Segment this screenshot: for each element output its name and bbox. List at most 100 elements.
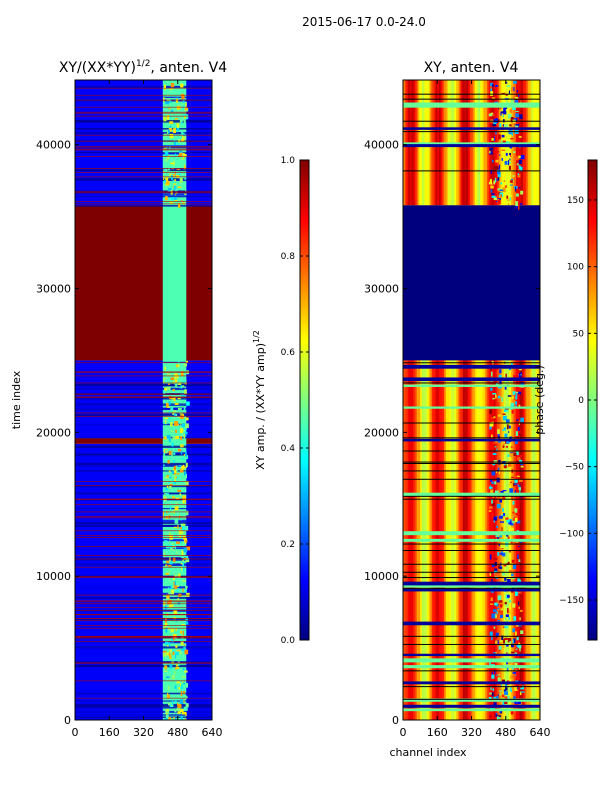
colorbar-tick-label: 1.0 bbox=[281, 156, 296, 166]
phase-speckle bbox=[509, 687, 512, 692]
heatmap-speckle bbox=[162, 652, 167, 657]
phase-speckle bbox=[505, 614, 509, 617]
heatmap-speckle bbox=[184, 649, 189, 655]
phase-speckle bbox=[496, 503, 501, 509]
heatmap-speckle bbox=[170, 589, 174, 595]
heatmap-speckle bbox=[168, 401, 171, 405]
heatmap-speckle bbox=[176, 122, 180, 125]
phase-speckle bbox=[518, 94, 520, 97]
phase-speckle bbox=[504, 433, 508, 439]
heatmap-speckle bbox=[172, 717, 175, 719]
phase-speckle bbox=[495, 84, 499, 87]
phase-speckle bbox=[518, 165, 521, 168]
phase-speckle bbox=[508, 165, 511, 170]
phase-speckle bbox=[497, 188, 502, 191]
y-tick-label: 10000 bbox=[364, 570, 399, 583]
heatmap-streak bbox=[75, 423, 212, 426]
phase-speckle bbox=[499, 189, 504, 192]
heatmap-speckle bbox=[184, 102, 188, 104]
heatmap-speckle bbox=[177, 363, 180, 368]
phase-speckle bbox=[490, 387, 493, 391]
phase-speckle bbox=[488, 113, 493, 117]
phase-speckle bbox=[499, 690, 503, 692]
heatmap-streak bbox=[75, 169, 212, 172]
phase-speckle bbox=[512, 672, 517, 674]
phase-speckle bbox=[509, 411, 512, 416]
phase-speckle bbox=[492, 415, 495, 419]
phase-speckle bbox=[514, 663, 518, 667]
phase-speckle bbox=[508, 617, 511, 620]
heatmap-speckle bbox=[174, 475, 176, 481]
phase-speckle bbox=[496, 477, 500, 483]
phase-speckle bbox=[507, 199, 510, 202]
heatmap-speckle bbox=[176, 168, 181, 170]
heatmap-speckle bbox=[163, 626, 167, 628]
right-heatmap bbox=[403, 80, 540, 720]
phase-speckle bbox=[511, 409, 514, 414]
phase-speckle bbox=[494, 613, 496, 616]
phase-speckle bbox=[490, 85, 492, 90]
phase-speckle bbox=[504, 185, 508, 188]
heatmap-streak bbox=[75, 706, 212, 709]
phase-speckle bbox=[517, 155, 521, 159]
phase-speckle bbox=[518, 459, 523, 462]
heatmap-speckle bbox=[167, 476, 172, 479]
phase-speckle bbox=[504, 642, 507, 646]
phase-speckle bbox=[517, 700, 521, 705]
heatmap-speckle bbox=[183, 406, 186, 411]
heatmap-speckle bbox=[179, 699, 184, 704]
heatmap-speckle bbox=[174, 479, 177, 482]
heatmap-speckle bbox=[177, 397, 181, 400]
phase-speckle bbox=[505, 373, 507, 378]
phase-speckle bbox=[495, 632, 499, 636]
heatmap-streak bbox=[75, 403, 212, 405]
colorbar-tick-label: 150 bbox=[567, 196, 584, 206]
heatmap-speckle bbox=[170, 82, 175, 88]
phase-speckle bbox=[489, 662, 491, 666]
phase-speckle bbox=[518, 160, 522, 164]
heatmap-speckle bbox=[164, 84, 166, 90]
phase-speckle bbox=[509, 118, 512, 123]
phase-speckle bbox=[512, 452, 517, 456]
heatmap-speckle bbox=[184, 670, 188, 673]
phase-speckle bbox=[497, 414, 502, 417]
flag-line bbox=[75, 94, 212, 96]
phase-speckle bbox=[518, 111, 520, 113]
heatmap-speckle bbox=[178, 465, 182, 467]
heatmap-speckle bbox=[167, 542, 171, 545]
heatmap-speckle bbox=[173, 365, 175, 370]
flag-line bbox=[75, 635, 212, 637]
flag-line bbox=[75, 537, 212, 538]
flag-line bbox=[75, 625, 212, 626]
flag-line bbox=[75, 662, 212, 664]
phase-speckle bbox=[502, 415, 507, 421]
heatmap-speckle bbox=[174, 375, 179, 379]
heatmap-speckle bbox=[176, 127, 180, 132]
phase-speckle bbox=[509, 158, 511, 161]
phase-speckle bbox=[491, 502, 496, 507]
heatmap-speckle bbox=[174, 717, 177, 720]
heatmap-speckle bbox=[165, 196, 168, 201]
phase-speckle bbox=[497, 467, 500, 472]
heatmap-streak bbox=[75, 462, 212, 466]
phase-speckle bbox=[502, 187, 506, 193]
phase-speckle bbox=[510, 527, 514, 532]
phase-speckle bbox=[513, 374, 516, 379]
phase-speckle bbox=[491, 671, 493, 675]
heatmap-speckle bbox=[174, 581, 176, 586]
phase-speckle bbox=[504, 701, 508, 704]
phase-speckle bbox=[518, 591, 521, 594]
heatmap-speckle bbox=[185, 189, 187, 192]
phase-band bbox=[403, 98, 540, 100]
heatmap-streak bbox=[75, 641, 212, 643]
phase-speckle bbox=[505, 475, 507, 478]
phase-speckle bbox=[491, 182, 494, 186]
phase-speckle bbox=[496, 178, 498, 182]
heatmap-speckle bbox=[164, 417, 169, 419]
flag-line bbox=[75, 504, 212, 506]
heatmap-speckle bbox=[172, 577, 175, 581]
flag-line bbox=[75, 558, 212, 560]
phase-speckle bbox=[510, 481, 512, 483]
heatmap-streak bbox=[75, 521, 212, 525]
phase-speckle bbox=[496, 448, 498, 452]
